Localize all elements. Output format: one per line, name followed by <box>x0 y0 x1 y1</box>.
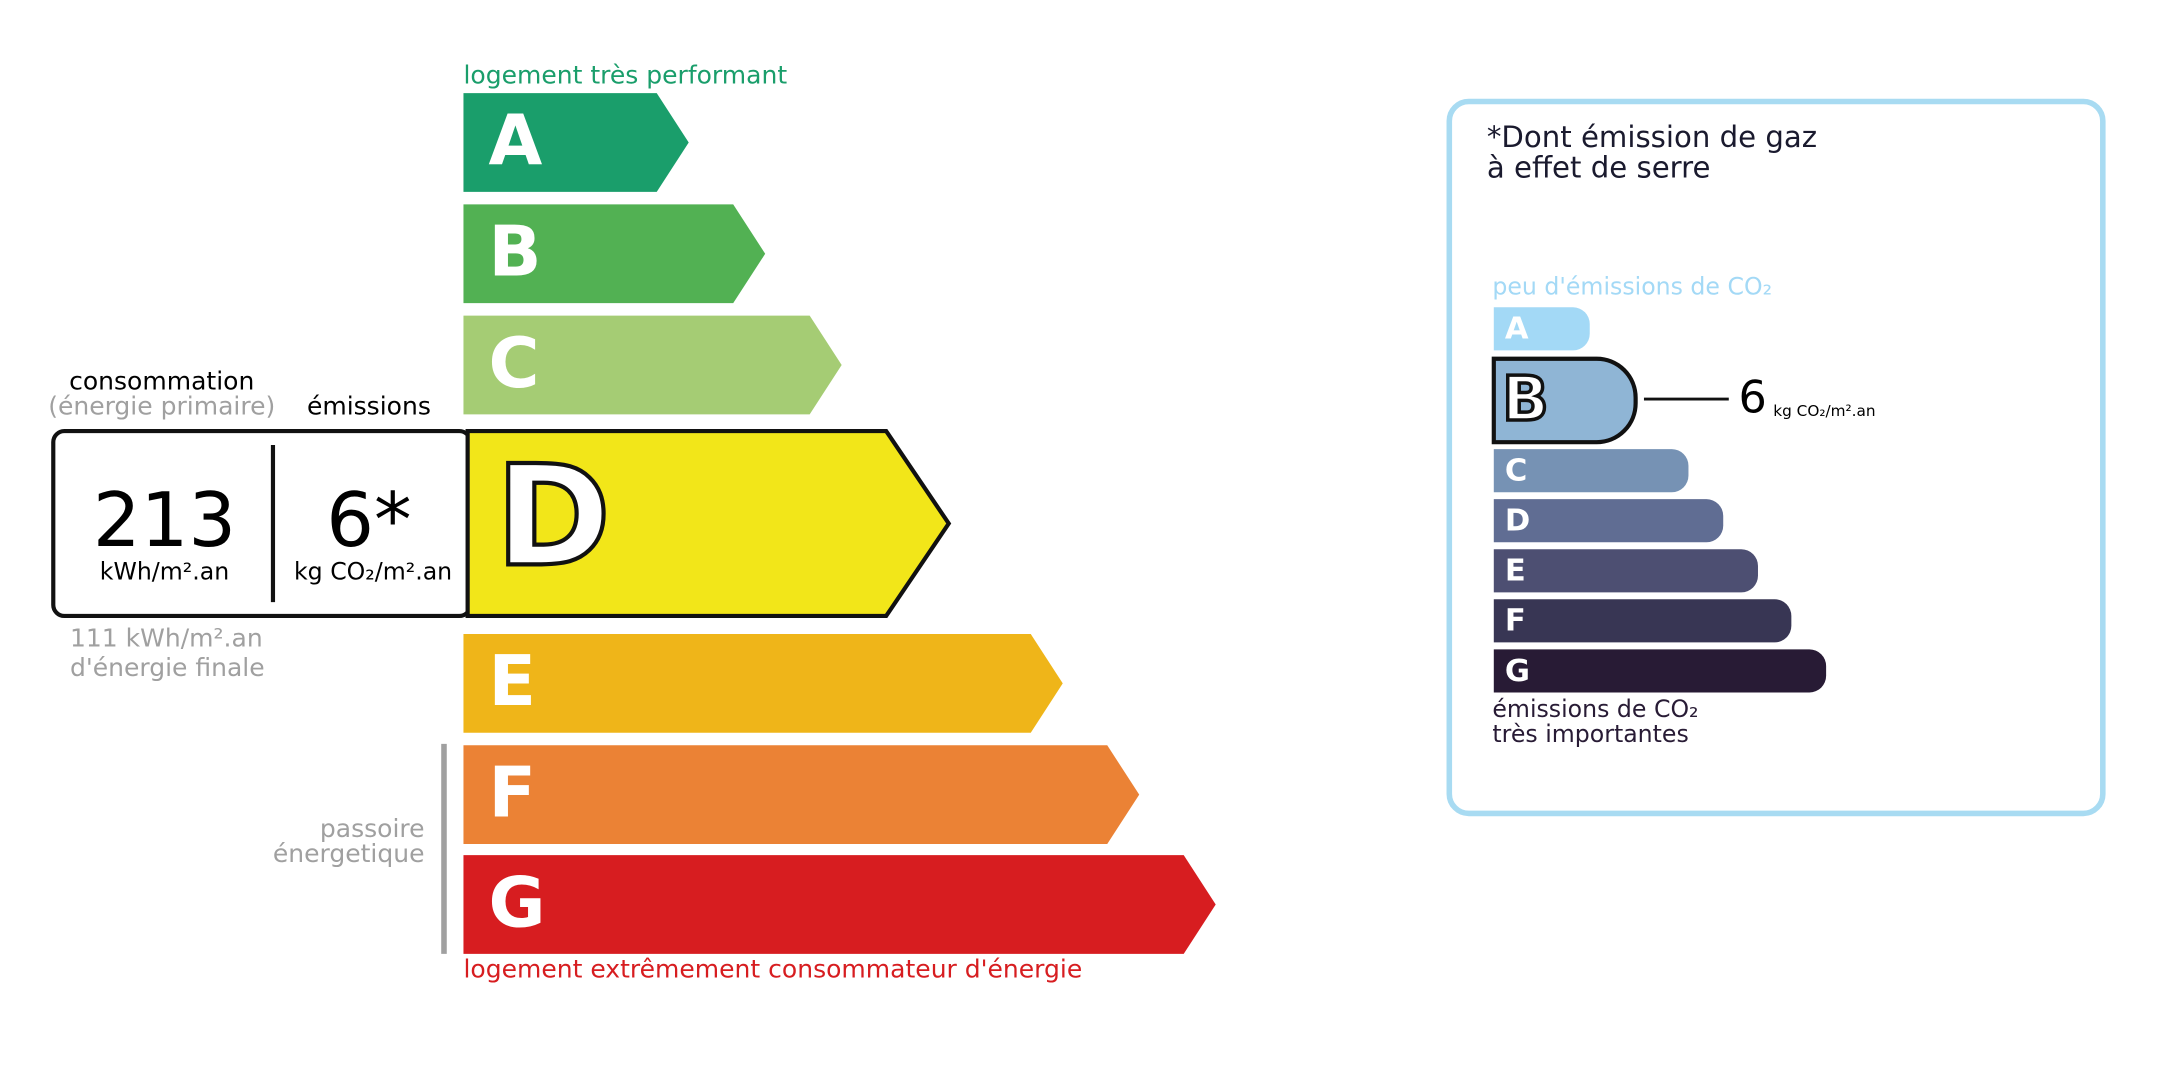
energy-bar <box>463 204 766 304</box>
ges-bar <box>1493 307 1590 351</box>
ges-bar <box>1491 356 1638 445</box>
ges-bottom-label: émissions de CO₂ <box>1492 695 1698 723</box>
ges-bottom-label: très importantes <box>1492 720 1688 748</box>
consumption-value: 213 <box>93 476 236 564</box>
energy-letter: E <box>488 641 536 722</box>
consumption-unit: kWh/m².an <box>100 557 229 585</box>
final-energy: 111 kWh/m².an <box>70 624 263 653</box>
ges-title: *Dont émission de gaz <box>1487 120 1817 154</box>
consumption-label: consommation <box>69 366 254 395</box>
energy-bar <box>465 428 952 619</box>
ges-bar <box>1493 499 1724 543</box>
energy-letter: A <box>488 100 542 181</box>
ges-top-label: peu d'émissions de CO₂ <box>1492 272 1772 300</box>
energy-letter: F <box>488 752 536 833</box>
energy-bar <box>463 745 1140 845</box>
bottom-label: logement extrêmement consommateur d'éner… <box>463 955 1082 984</box>
ges-unit: kg CO₂/m².an <box>1773 402 1875 420</box>
ges-letter: D <box>1505 504 1530 539</box>
ges-letter: A <box>1505 312 1529 347</box>
ges-title: à effet de serre <box>1487 151 1711 185</box>
passoire-label: énergetique <box>273 839 425 868</box>
ges-value: 6 <box>1739 372 1767 423</box>
ges-letter: C <box>1505 454 1527 489</box>
ges-bar <box>1493 649 1827 693</box>
ges-bar <box>1493 549 1758 593</box>
emissions-unit: kg CO₂/m².an <box>294 557 452 585</box>
energy-bar <box>463 93 689 192</box>
energy-bar <box>463 855 1216 954</box>
emissions-value: 6* <box>326 476 411 564</box>
emissions-label: émissions <box>307 391 431 420</box>
ges-letter: F <box>1505 604 1526 639</box>
ges-current-letter: B <box>1502 364 1549 435</box>
energy-letter: C <box>488 323 539 404</box>
passoire-label: passoire <box>320 814 425 843</box>
energy-bar <box>463 315 842 415</box>
ges-bar <box>1493 449 1689 493</box>
top-label: logement très performant <box>463 60 787 89</box>
energy-bar <box>463 634 1063 733</box>
consumption-sub: (énergie primaire) <box>48 391 275 420</box>
ges-letter: E <box>1505 554 1526 589</box>
energy-letter: G <box>488 862 545 943</box>
ges-letter: G <box>1505 654 1530 689</box>
energy-letter: B <box>488 212 541 293</box>
energy-current-letter: D <box>495 435 610 597</box>
final-energy: d'énergie finale <box>70 653 265 682</box>
ges-bar <box>1493 599 1792 643</box>
